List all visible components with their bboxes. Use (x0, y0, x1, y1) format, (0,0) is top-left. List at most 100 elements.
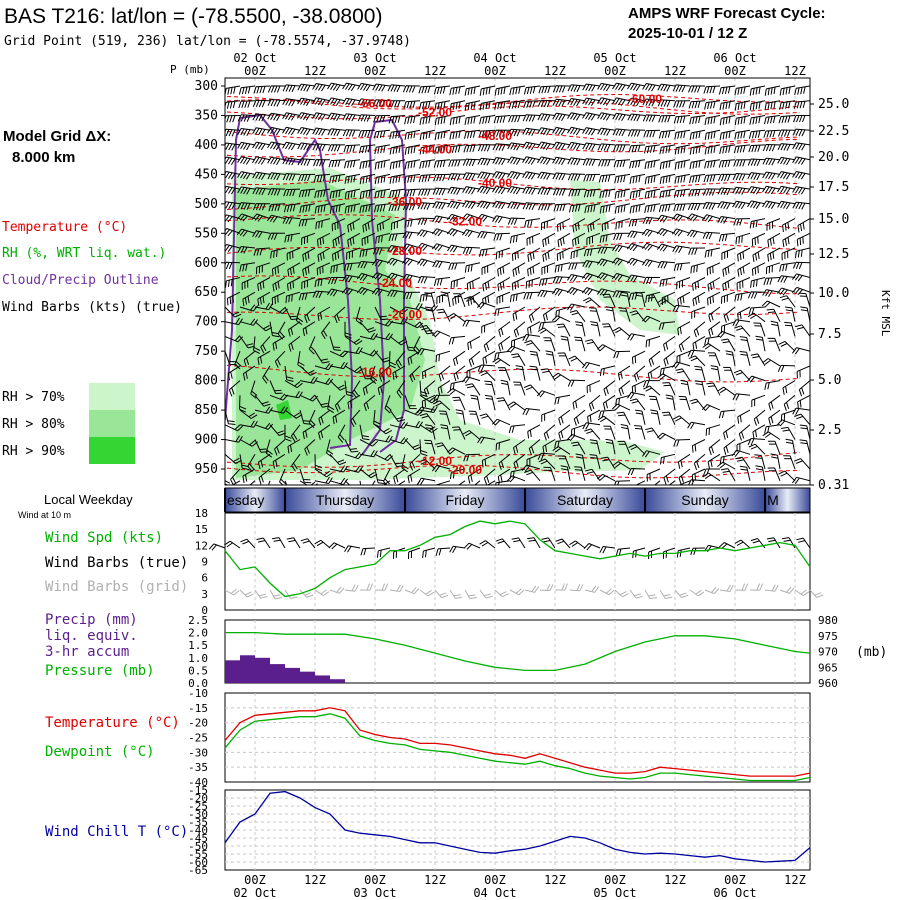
wind-barb (677, 291, 691, 306)
wind-barb (522, 114, 541, 122)
wind-barb (770, 453, 781, 470)
wind-barb (374, 188, 391, 199)
wind-barb (733, 218, 751, 226)
wind-barb (658, 203, 676, 213)
wind-barb (627, 129, 646, 137)
wind-barb (777, 364, 796, 373)
pressure-tick-label: 800 (195, 374, 218, 389)
wind-barb (511, 277, 526, 291)
wind-barb (782, 218, 796, 233)
wind-barb (524, 218, 541, 228)
wind-barb (403, 188, 421, 197)
wind-barb (461, 376, 481, 384)
wind-barb (318, 409, 331, 426)
wind-barb (748, 129, 766, 139)
wind-barb-grid (464, 589, 478, 600)
wind-barb (597, 143, 616, 152)
wind-barb (597, 344, 616, 352)
wind-barb-grid (809, 589, 824, 598)
wind-barb (554, 262, 571, 273)
wind-barb (225, 218, 226, 219)
wind-barb (297, 158, 316, 166)
wind-barb (687, 421, 706, 430)
wind-barb (763, 129, 781, 138)
wind-barb (267, 172, 286, 181)
legend-precip-2: liq. equiv. (45, 628, 138, 644)
wind-barb (692, 291, 706, 307)
wind-barb (266, 214, 286, 223)
wind-barb (746, 375, 766, 383)
wind-barb (598, 409, 616, 418)
wind-barb (507, 201, 526, 210)
wind-barb (737, 306, 751, 321)
top-time-tick-label: 12Z (304, 64, 326, 78)
wind-barb (571, 424, 586, 437)
legend-wind-spd: Wind Spd (kts) (45, 530, 163, 546)
panel-tick-label: -15 (188, 784, 208, 797)
wind-barb (332, 247, 346, 262)
wind-barb (568, 203, 586, 213)
wind-barb (567, 141, 586, 151)
panel-tick-label: -10 (188, 687, 208, 700)
wind-barb (706, 382, 721, 396)
wind-barb (597, 82, 616, 92)
wind-barb (552, 126, 571, 136)
wind-barb (507, 171, 526, 180)
wind-barb (419, 100, 436, 110)
top-time-tick-label: 12Z (424, 64, 446, 78)
wind-barb (252, 127, 271, 136)
wind-barb (274, 350, 286, 368)
wind-barb (477, 144, 496, 152)
wind-barb (736, 277, 751, 290)
temperature-contour (225, 464, 801, 479)
wind-barb (447, 200, 466, 210)
weekday-cell (225, 488, 285, 512)
weekday-label: Thursday (316, 492, 374, 508)
wind-barb (308, 336, 316, 355)
wind-barb (252, 156, 271, 165)
wind-barb (734, 100, 751, 111)
wind-barb (767, 440, 781, 455)
kft-tick-label: 2.5 (818, 423, 841, 438)
wind-barb (341, 287, 361, 296)
wind-barb (778, 115, 796, 124)
wind-barb (614, 480, 631, 485)
wind-barb (770, 320, 781, 337)
wind-barb (566, 434, 586, 442)
wind-barb-grid (584, 585, 600, 593)
wind-barb (753, 409, 766, 426)
wind-barb (659, 173, 676, 185)
pressure-unit: (mb) (856, 645, 887, 660)
wind-barb (768, 394, 781, 411)
wind-barb (692, 335, 706, 351)
wind-barb (402, 85, 421, 93)
wind-barb (262, 365, 271, 384)
wind-barb (343, 262, 361, 271)
pressure-tick-label: 965 (818, 661, 838, 674)
wind-barb (282, 173, 301, 181)
wind-barb (560, 335, 571, 352)
wind-at-10m-label: Wind at 10 m (18, 510, 71, 520)
wind-barb (312, 143, 331, 152)
wind-barb-true (422, 547, 436, 558)
wind-barb (582, 158, 601, 166)
wind-barb (527, 321, 541, 336)
pressure-tick-label: 400 (195, 138, 218, 153)
wind-barb-grid (269, 589, 282, 600)
wind-barb (552, 85, 571, 93)
wind-barb (537, 171, 556, 180)
wind-barb (566, 287, 586, 296)
wind-barb (677, 321, 691, 336)
wind-barb (541, 409, 556, 422)
wind-barb (733, 369, 751, 381)
wind-barb (777, 143, 796, 151)
wind-barb (734, 291, 751, 302)
wind-barb (557, 232, 571, 248)
wind-barb (467, 291, 481, 307)
wind-barb (553, 203, 571, 212)
wind-barb (344, 203, 361, 214)
wind-barb (508, 100, 526, 109)
panel-tick-label: -35 (188, 761, 208, 774)
wind-barb (663, 350, 676, 367)
kft-axis-title: Kft MSL (879, 290, 892, 337)
